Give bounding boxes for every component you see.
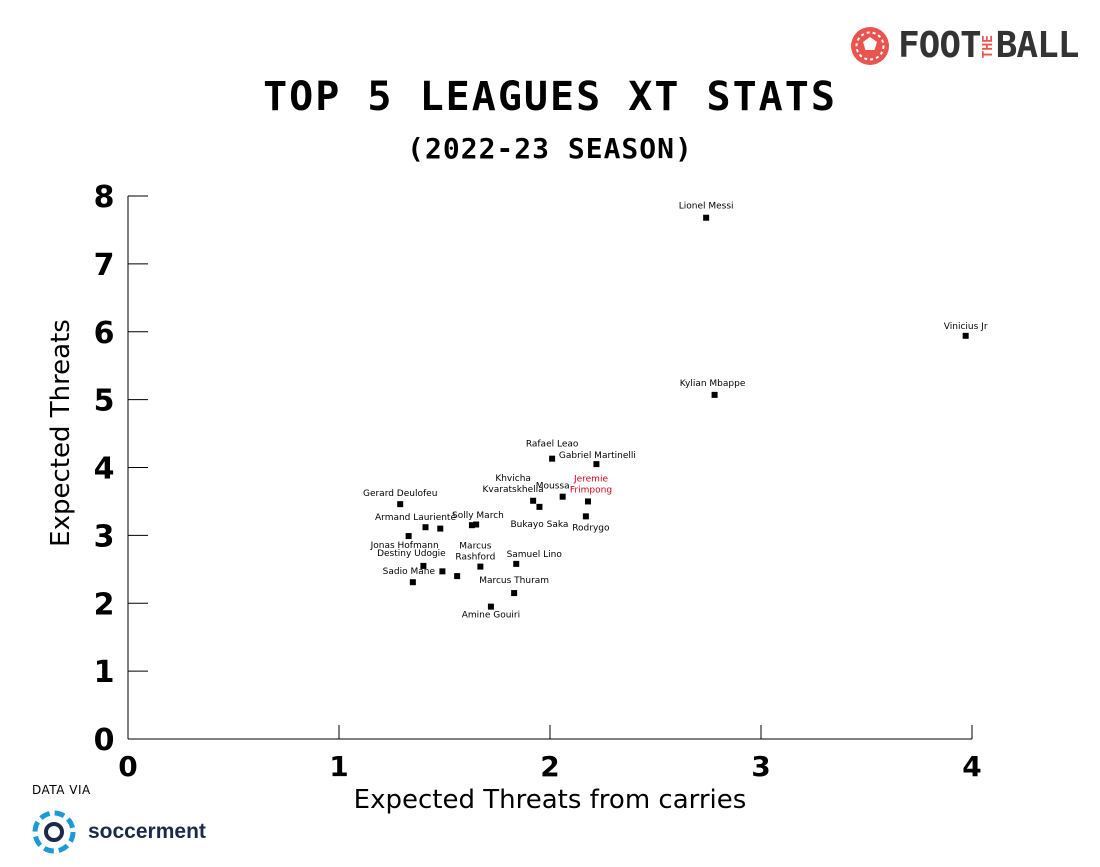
football-icon	[851, 27, 889, 65]
point-label-line: Jonas Hofmann	[370, 541, 439, 551]
point-label-line: Frimpong	[570, 485, 612, 495]
point-label: Samuel Lino	[507, 550, 563, 560]
point-label-line: Marcus	[459, 542, 491, 552]
x-tick-label: 0	[118, 750, 137, 783]
point-label-line: Kvaratskhelia	[483, 485, 544, 495]
y-tick-label: 2	[94, 587, 115, 622]
point-label: Solly March	[452, 511, 504, 521]
y-tick-label: 1	[94, 655, 115, 690]
point-label: Bukayo Saka	[510, 520, 568, 530]
data-point	[409, 579, 416, 586]
y-tick-label: 6	[94, 316, 115, 351]
y-tick-label: 8	[94, 180, 115, 215]
point-label: Sadio Mane	[383, 567, 436, 577]
x-tick-label: 1	[329, 750, 348, 783]
brand-name-left: FOOT	[898, 25, 982, 66]
data-point	[530, 497, 537, 504]
soccerment-logo-icon	[32, 810, 76, 854]
data-point	[487, 603, 494, 610]
point-label: Lionel Messi	[679, 202, 734, 212]
y-tick-label: 5	[94, 384, 115, 419]
point-label-line: Kylian Mbappe	[680, 379, 746, 389]
point-label-line: Lionel Messi	[679, 202, 734, 212]
point-label: Moussa	[536, 482, 570, 492]
point-label: Gerard Deulofeu	[363, 489, 437, 499]
point-label: Destiny Udogie	[377, 549, 446, 559]
data-point	[397, 501, 404, 508]
data-point	[468, 522, 475, 529]
point-label: Amine Gouiri	[462, 611, 520, 621]
point-label: Vinicius Jr	[944, 322, 988, 332]
data-point	[584, 498, 591, 505]
data-point	[593, 461, 600, 468]
point-label-line: Marcus Thuram	[479, 576, 549, 586]
x-tick-label: 3	[751, 750, 770, 783]
point-label-line: Moussa	[536, 482, 570, 492]
data-point	[437, 525, 444, 532]
data-point	[711, 391, 718, 398]
data-point	[511, 590, 518, 597]
point-label-line: Amine Gouiri	[462, 611, 520, 621]
y-tick-label: 3	[94, 519, 115, 554]
point-label-line: Destiny Udogie	[377, 549, 446, 559]
point-label: Armand Laurienté	[375, 512, 456, 523]
point-label: Kylian Mbappe	[680, 379, 746, 389]
data-point	[582, 513, 589, 520]
y-tick-label: 4	[94, 452, 115, 487]
data-point	[962, 332, 969, 339]
x-tick-label: 4	[962, 750, 981, 783]
point-label-line: Gerard Deulofeu	[363, 489, 437, 499]
brand-name-right: BALL	[995, 25, 1080, 66]
data-point	[559, 493, 566, 500]
point-label-line: Vinicius Jr	[944, 322, 988, 332]
point-label: Rafael Leao	[526, 440, 579, 450]
point-label-line: Rodrygo	[572, 523, 610, 533]
y-axis-label: Expected Threats	[46, 319, 76, 547]
point-label: Jeremie Frimpong	[570, 474, 612, 495]
point-label-line: Bukayo Saka	[510, 520, 568, 530]
point-label: Khvicha Kvaratskhelia	[483, 474, 544, 495]
point-label-line: Rashford	[455, 553, 495, 563]
data-point	[477, 563, 484, 570]
data-source: soccerment	[30, 808, 206, 856]
point-label-line: Samuel Lino	[507, 550, 563, 560]
chart-title: TOP 5 LEAGUES XT STATS	[263, 74, 837, 120]
data-source-name: soccerment	[88, 820, 206, 843]
point-label-line: Rafael Leao	[526, 440, 579, 450]
y-tick-label: 0	[94, 723, 115, 758]
point-label: Rodrygo	[572, 523, 610, 533]
data-point	[513, 560, 520, 567]
foottheball-logo: FOOTTHEBALL	[850, 24, 1080, 68]
data-point	[420, 562, 427, 569]
data-source-prefix: DATA VIA	[32, 783, 91, 797]
point-label-line: Gabriel Martinelli	[559, 451, 636, 461]
data-point	[422, 524, 429, 531]
data-point	[536, 503, 543, 510]
x-tick-label: 2	[540, 750, 559, 783]
brand-name: FOOTTHEBALL	[898, 25, 1080, 66]
data-point	[405, 533, 412, 540]
chart-subtitle: (2022-23 SEASON)	[407, 132, 693, 165]
point-label: Marcus Rashford	[455, 542, 495, 563]
data-point	[454, 573, 461, 580]
data-point	[549, 455, 556, 462]
data-point	[473, 521, 480, 528]
data-point	[439, 568, 446, 575]
y-tick-label: 7	[94, 248, 115, 283]
data-point	[703, 214, 710, 221]
x-axis-label: Expected Threats from carries	[354, 785, 747, 815]
point-label: Jonas Hofmann	[370, 541, 439, 551]
point-label-line: Jeremie	[573, 474, 608, 484]
point-label: Marcus Thuram	[479, 576, 549, 586]
point-label-line: Armand Laurienté	[375, 512, 456, 523]
point-label-line: Khvicha	[495, 474, 531, 484]
point-label-line: Sadio Mane	[383, 567, 436, 577]
point-label-line: Solly March	[452, 511, 504, 521]
point-label: Gabriel Martinelli	[559, 451, 636, 461]
